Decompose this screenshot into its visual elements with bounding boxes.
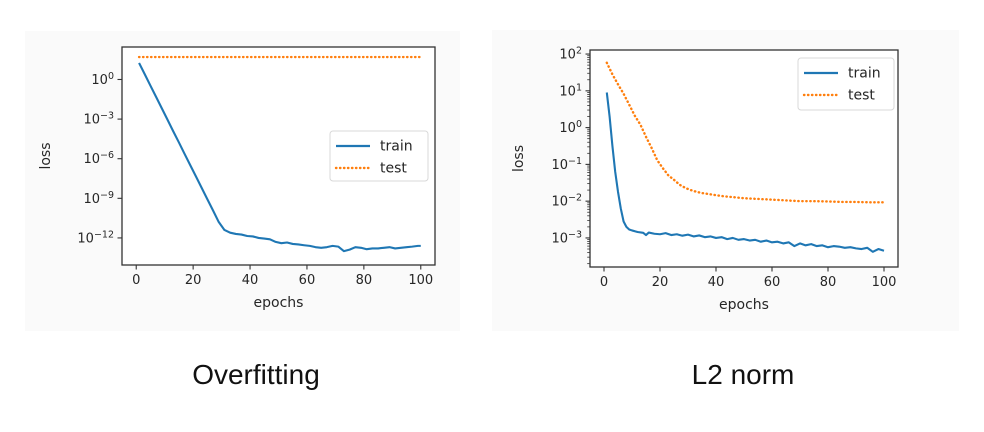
test-line <box>605 61 886 204</box>
y-axis-label: loss <box>38 142 54 169</box>
legend-label-test: test <box>380 161 407 177</box>
figure-panel-l2norm: 0 20 40 60 80 100 epochs 102 101 100 10−1 10−2 10−3 l… <box>492 30 959 331</box>
legend-box <box>797 57 895 111</box>
series-lines <box>137 55 422 253</box>
y-tick-label: 10−9 <box>83 190 114 207</box>
legend-label-train: train <box>848 66 881 82</box>
y-axis: 102 101 100 10−1 10−2 10−3 <box>551 46 590 265</box>
legend-label-test: test <box>848 88 875 104</box>
y-axis-label: loss <box>511 145 527 172</box>
x-tick-label: 20 <box>652 275 669 290</box>
x-tick-label: 40 <box>708 275 725 290</box>
axes-box <box>589 49 899 268</box>
x-tick-label: 40 <box>242 273 259 288</box>
legend-box <box>329 130 429 182</box>
caption-l2norm: L2 norm <box>691 359 795 390</box>
train-line <box>605 92 885 253</box>
y-tick-label: 10−3 <box>551 229 582 246</box>
x-tick-label: 80 <box>356 273 373 288</box>
legend: train test <box>797 57 895 111</box>
y-tick-label: 102 <box>559 46 582 63</box>
axes-box <box>121 46 436 266</box>
x-tick-label: 100 <box>408 273 433 288</box>
caption-overfitting: Overfitting <box>192 359 320 390</box>
l2norm-chart: 0 20 40 60 80 100 epochs 102 101 100 10−1 10−2 10−3 l… <box>511 46 899 313</box>
legend: train test <box>329 130 429 182</box>
y-tick-label: 10−12 <box>77 229 114 246</box>
y-tick-label: 100 <box>559 119 582 136</box>
overfitting-chart: 0 20 40 60 80 100 epochs 100 10−3 10−6 10−9 10−12 lo… <box>38 46 436 311</box>
y-tick-label: 100 <box>91 71 114 88</box>
x-axis-label: epochs <box>719 297 769 313</box>
x-tick-label: 0 <box>600 275 608 290</box>
y-tick-label: 10−1 <box>551 156 582 173</box>
train-line <box>138 62 421 253</box>
x-tick-label: 20 <box>185 273 202 288</box>
figure-panel-overfitting: 0 20 40 60 80 100 epochs 100 10−3 10−6 10−9 10−12 lo… <box>25 31 460 331</box>
x-tick-label: 80 <box>820 275 837 290</box>
y-tick-label: 10−6 <box>83 150 114 167</box>
y-axis: 100 10−3 10−6 10−9 10−12 <box>77 71 122 246</box>
series-lines <box>605 61 886 253</box>
y-tick-label: 10−3 <box>83 111 114 128</box>
x-axis: 0 20 40 60 80 100 <box>132 265 433 288</box>
legend-label-train: train <box>380 139 413 155</box>
x-tick-label: 60 <box>299 273 316 288</box>
y-tick-label: 10−2 <box>551 193 582 210</box>
x-tick-label: 100 <box>872 275 897 290</box>
x-tick-label: 0 <box>132 273 140 288</box>
y-tick-label: 101 <box>559 82 582 99</box>
x-axis: 0 20 40 60 80 100 <box>600 267 897 290</box>
x-tick-label: 60 <box>764 275 781 290</box>
x-axis-label: epochs <box>254 295 304 311</box>
